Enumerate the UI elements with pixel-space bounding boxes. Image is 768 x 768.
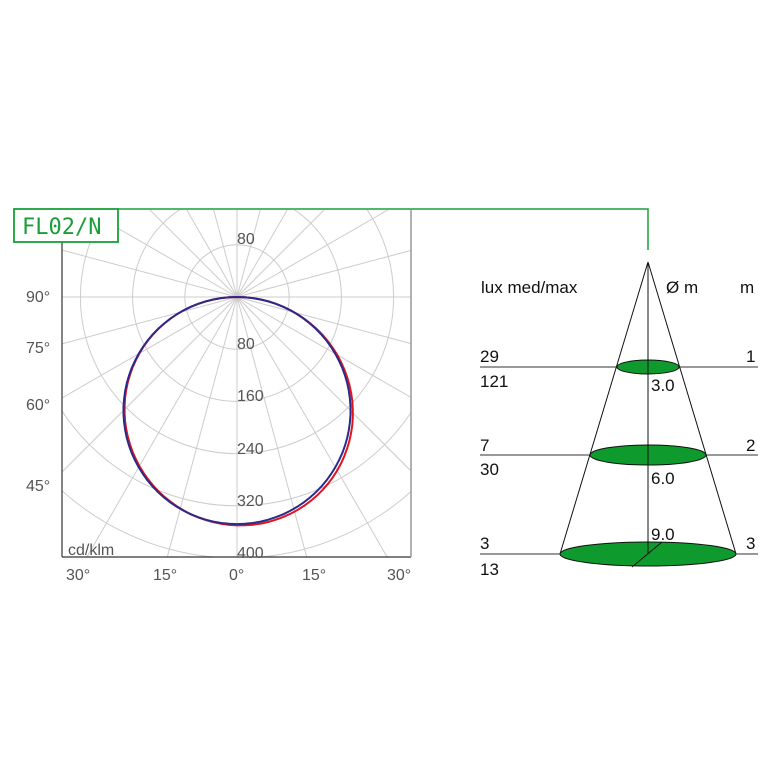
cone-edge [559,261,649,555]
product-code-box [13,208,119,243]
ring-label: 320 [237,493,264,510]
lux-med: 29 [480,347,499,366]
angle-label: 90° [26,289,50,306]
ring-label: 160 [237,388,264,405]
grid-spoke [149,210,238,298]
angle-label: 0° [229,567,244,584]
lux-max: 13 [480,560,499,579]
unit-label: cd/klm [68,542,114,559]
diameter: 9.0 [651,525,675,544]
grid-spoke [236,296,308,557]
polar-curves [122,296,354,527]
grid-spoke [62,296,238,473]
grid-ring [62,556,411,557]
grid-spoke [236,210,261,298]
ring-label: 80 [237,231,255,248]
grid-spoke [236,296,411,398]
grid-spoke [62,296,238,399]
diameter: 3.0 [651,376,675,395]
distance: 2 [746,436,755,455]
cone-edge [647,261,737,555]
angle-label: 75° [26,340,50,357]
angle-label: 45° [26,478,50,495]
grid-spoke [86,296,238,557]
distance: 3 [746,534,755,553]
header-diameter: Ø m [666,278,698,297]
grid-spoke [236,296,411,345]
angle-label: 15° [153,567,177,584]
angle-label: 30° [66,567,90,584]
grid-spoke [62,296,238,345]
grid-spoke [62,249,238,298]
angle-label: 60° [26,397,50,414]
lux-med: 7 [480,436,489,455]
grid-spoke [166,296,238,557]
polar-grid [62,210,411,557]
ring-label: 80 [237,336,255,353]
ring-label: 240 [237,441,264,458]
grid-spoke [236,296,388,557]
diameter: 6.0 [651,469,675,488]
diameter-marker [631,541,663,568]
header-distance: m [740,278,754,297]
header-lux: lux med/max [481,278,578,297]
distance: 1 [746,347,755,366]
grid-spoke [186,210,238,298]
lux-max: 30 [480,460,499,479]
connector-line [118,208,649,250]
intensity-curve [122,296,352,526]
product-code: FL02/N [22,215,101,240]
grid-spoke [213,210,238,298]
grid-spoke [236,249,411,298]
grid-spoke [236,210,288,298]
grid-spoke [236,210,325,298]
angle-label: 30° [387,567,411,584]
light-cone [480,261,758,568]
lux-max: 121 [480,372,508,391]
grid-spoke [236,296,411,472]
lux-med: 3 [480,534,489,553]
angle-label: 15° [302,567,326,584]
grid-spoke [236,210,388,298]
ring-label: 400 [237,545,264,562]
